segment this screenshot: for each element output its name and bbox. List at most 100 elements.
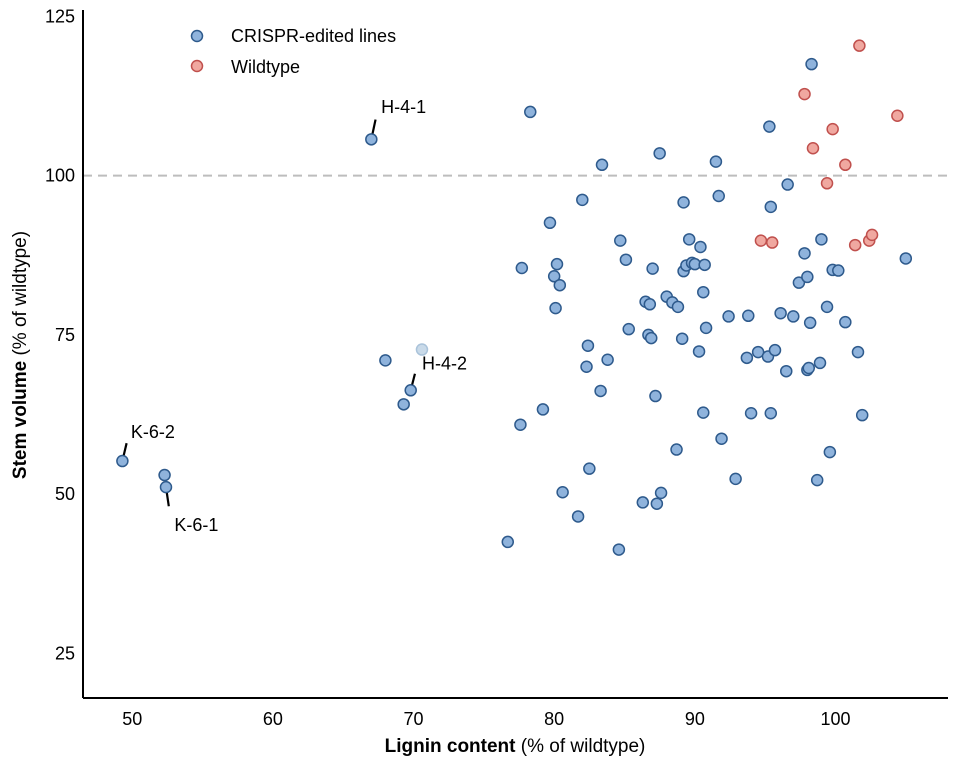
data-point-crispr [524,105,537,119]
data-point-crispr [514,418,527,431]
data-point-crispr [694,240,707,254]
data-point-crispr [612,543,626,556]
data-point-crispr [787,310,800,323]
data-point-crispr [763,120,776,133]
x-tick-label: 50 [122,709,142,729]
y-tick-label: 75 [55,325,75,345]
data-point-crispr [583,462,596,475]
data-point-crispr [742,309,755,323]
data-point-crispr [571,510,585,523]
annotation-leader-line [411,373,417,385]
x-tick-label: 70 [404,709,424,729]
x-axis-title-rest: (% of wildtype) [516,736,646,757]
data-point-crispr [780,364,793,378]
data-point-wildtype [765,236,779,249]
data-point-crispr [549,301,562,315]
annotation-label: K-6-1 [174,515,218,535]
data-point-wildtype [826,122,839,136]
axes [82,10,948,699]
data-point-crispr [550,257,564,271]
data-point-crispr [619,253,633,266]
data-point-crispr [729,472,742,486]
data-point-wildtype [891,109,904,122]
data-point-crispr [670,443,683,456]
data-point-crispr [798,247,811,260]
data-point-crispr [792,276,806,289]
data-point-crispr [643,298,657,311]
annotation-label: H-4-1 [381,97,426,117]
data-point-crispr [404,384,417,397]
data-point-crispr [712,189,725,203]
x-tick-label: 90 [685,709,705,729]
data-points [116,39,913,556]
y-tick-label: 25 [55,643,75,663]
data-point-crispr [805,57,818,71]
data-point-crispr [774,306,787,320]
data-point-crispr [543,216,557,230]
data-point-crispr [715,432,728,445]
legend: CRISPR-edited lines Wildtype [190,26,396,77]
x-axis-title: Lignin content (% of wildtype) [385,736,646,757]
data-point-crispr [547,270,561,283]
data-point-crispr [855,408,869,422]
data-point-crispr [823,445,837,459]
data-point-wildtype [798,87,811,101]
data-point-crispr [899,252,913,265]
data-point-crispr [697,406,710,419]
data-point-crispr [820,300,834,314]
data-point-crispr [649,389,662,403]
data-point-wildtype [848,238,862,252]
annotation-leader-line [122,442,128,456]
data-point-crispr [802,361,816,375]
data-point-crispr [654,486,668,500]
annotation-leader-line [371,119,377,134]
data-point-crispr [622,322,635,336]
data-point-crispr [803,316,817,330]
data-point-crispr [650,497,664,510]
data-point-crispr [801,270,814,284]
data-point-crispr [159,480,173,494]
data-point-crispr [365,133,378,146]
data-point-crispr [594,384,607,398]
data-point-crispr [692,345,706,358]
data-point-crispr [601,353,614,366]
data-point-crispr [515,261,529,275]
data-point-crispr [556,485,569,499]
y-axis-title: Stem volume (% of wildtype) [10,231,31,479]
data-point-crispr [397,398,410,411]
y-tick-label: 50 [55,484,75,504]
legend-marker-crispr [190,29,204,43]
data-point-crispr [636,496,650,509]
legend-marker-wildtype [190,59,204,73]
data-point-crispr [781,178,794,191]
data-point-crispr [576,193,589,207]
data-point-crispr [744,406,758,420]
data-point-crispr [740,351,754,365]
x-tick-label: 60 [263,709,283,729]
annotation-leader-line [165,492,170,507]
data-point-crispr [675,332,689,345]
legend-label-wildtype: Wildtype [231,57,300,77]
data-point-crispr [644,331,658,345]
data-point-wildtype [820,177,834,190]
data-point-wildtype [806,141,820,155]
data-point-crispr [815,233,828,246]
data-point-crispr [682,233,696,246]
data-point-crispr [671,300,685,314]
data-point-crispr [768,343,782,357]
data-point-crispr [832,264,845,277]
legend-label-crispr: CRISPR-edited lines [231,26,396,46]
data-point-faded [415,343,429,356]
data-point-wildtype [865,228,879,242]
annotation-label: H-4-2 [422,353,467,373]
annotation-label: K-6-2 [131,422,175,442]
data-point-crispr [536,403,550,416]
data-point-crispr [697,285,710,299]
data-point-crispr [379,354,392,367]
data-point-crispr [653,147,666,160]
data-point-wildtype [754,234,768,247]
y-tick-label: 125 [45,6,75,26]
tick-labels: 50 60 70 80 90 100 25 50 75 100 125 [45,6,851,729]
data-point-crispr [614,234,627,247]
data-point-crispr [764,200,778,214]
